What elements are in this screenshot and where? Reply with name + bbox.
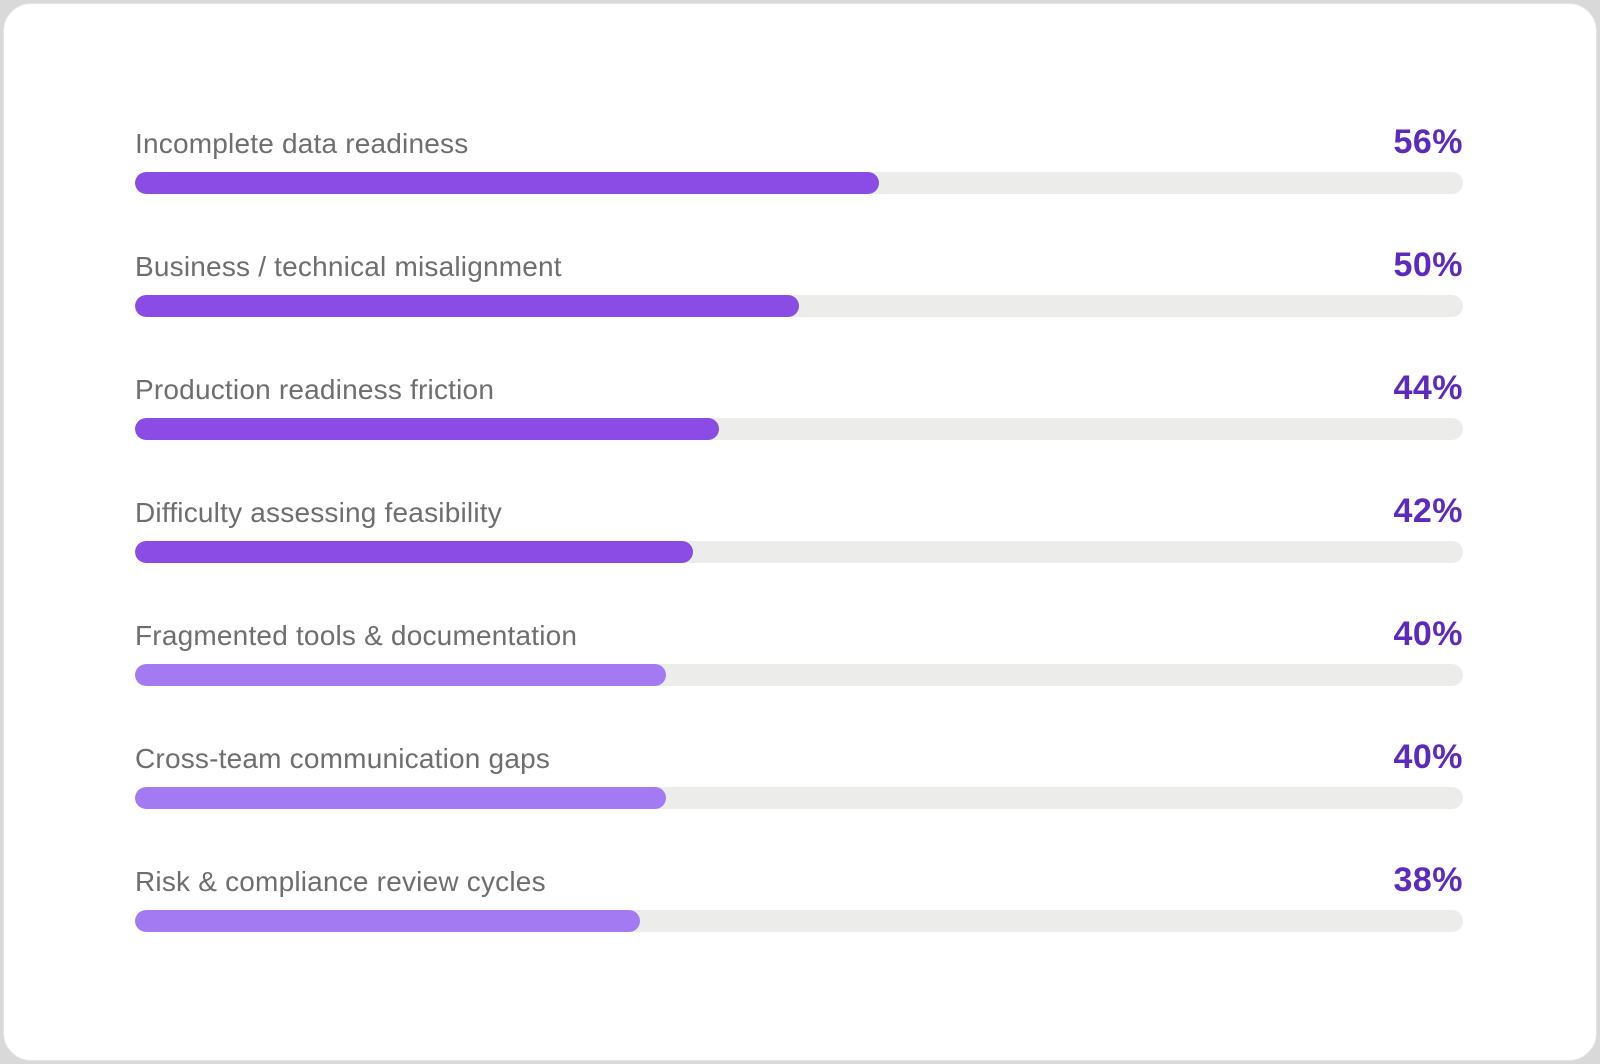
bar-row-header: Production readiness friction 44%: [135, 368, 1463, 408]
bar-fill: [135, 295, 799, 317]
horizontal-bar-chart: Incomplete data readiness 56% Business /…: [4, 4, 1596, 932]
bar-label: Risk & compliance review cycles: [135, 866, 546, 897]
bar-row-header: Difficulty assessing feasibility 42%: [135, 491, 1463, 531]
bar-row-header: Cross-team communication gaps 40%: [135, 737, 1463, 777]
bar-value: 40%: [1393, 738, 1463, 776]
bar-row: Cross-team communication gaps 40%: [135, 737, 1463, 809]
bar-track: [135, 787, 1463, 809]
bar-label: Incomplete data readiness: [135, 128, 469, 159]
bar-row: Business / technical misalignment 50%: [135, 245, 1463, 317]
bar-row: Risk & compliance review cycles 38%: [135, 860, 1463, 932]
bar-value: 44%: [1393, 369, 1463, 407]
bar-track: [135, 910, 1463, 932]
bar-value: 56%: [1393, 123, 1463, 161]
bar-row-header: Business / technical misalignment 50%: [135, 245, 1463, 285]
bar-label: Business / technical misalignment: [135, 251, 562, 282]
bar-track: [135, 295, 1463, 317]
bar-fill: [135, 910, 640, 932]
bar-row: Fragmented tools & documentation 40%: [135, 614, 1463, 686]
bar-fill: [135, 664, 667, 686]
bar-fill: [135, 172, 879, 194]
bar-label: Cross-team communication gaps: [135, 743, 551, 774]
bar-value: 38%: [1393, 861, 1463, 899]
bar-row-header: Risk & compliance review cycles 38%: [135, 860, 1463, 900]
bar-label: Fragmented tools & documentation: [135, 620, 578, 651]
bar-value: 42%: [1393, 492, 1463, 530]
bar-row-header: Fragmented tools & documentation 40%: [135, 614, 1463, 654]
bar-label: Difficulty assessing feasibility: [135, 497, 502, 528]
bar-track: [135, 418, 1463, 440]
bar-track: [135, 664, 1463, 686]
bar-row: Production readiness friction 44%: [135, 368, 1463, 440]
bar-label: Production readiness friction: [135, 374, 495, 405]
bar-row: Difficulty assessing feasibility 42%: [135, 491, 1463, 563]
bar-row: Incomplete data readiness 56%: [135, 122, 1463, 194]
chart-card: Incomplete data readiness 56% Business /…: [3, 3, 1597, 1061]
bar-row-header: Incomplete data readiness 56%: [135, 122, 1463, 162]
bar-value: 50%: [1393, 246, 1463, 284]
bar-track: [135, 172, 1463, 194]
bar-track: [135, 541, 1463, 563]
bar-fill: [135, 541, 693, 563]
bar-value: 40%: [1393, 615, 1463, 653]
bar-fill: [135, 418, 720, 440]
bar-fill: [135, 787, 667, 809]
